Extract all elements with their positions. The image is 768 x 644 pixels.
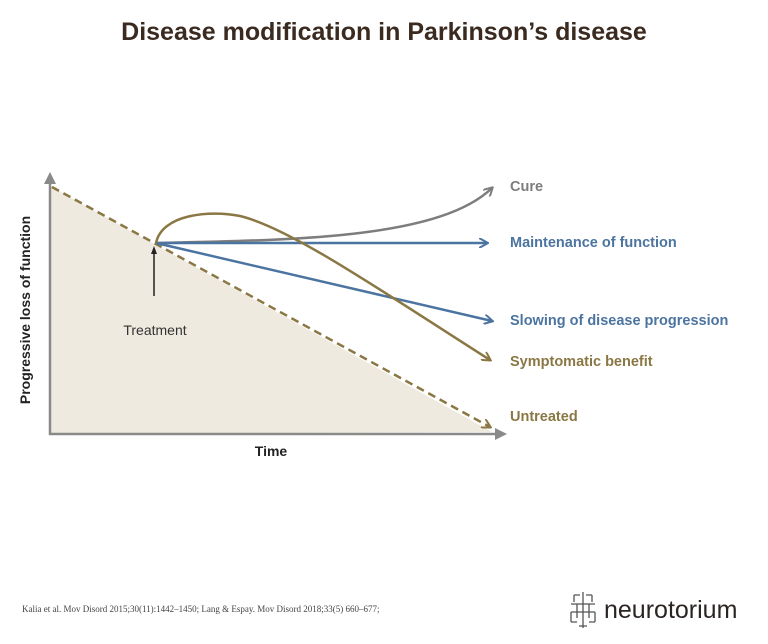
label-untreated: Untreated (510, 409, 578, 425)
curve-cure (155, 188, 492, 245)
neuron-grid-icon (570, 592, 596, 628)
curve-untreated (51, 185, 490, 427)
curve-slowing (155, 241, 492, 321)
untreated-area (50, 186, 492, 434)
x-axis-arrowhead (495, 428, 507, 440)
page-title: Disease modification in Parkinson’s dise… (121, 18, 647, 46)
label-maintenance: Maintenance of function (510, 235, 677, 251)
label-cure: Cure (510, 179, 544, 195)
logo-text: neurotorium (604, 595, 738, 624)
x-axis-label: Time (255, 443, 288, 459)
y-axis-label: Progressive loss of function (17, 216, 33, 404)
treatment-label: Treatment (123, 322, 186, 338)
treatment-arrowhead (151, 246, 157, 254)
y-axis-arrowhead (44, 172, 56, 184)
curve-symptomatic (154, 212, 490, 360)
label-symptomatic: Symptomatic benefit (510, 354, 653, 370)
label-slowing: Slowing of disease progression (510, 313, 729, 329)
citation: Kalia et al. Mov Disord 2015;30(11):1442… (22, 604, 380, 614)
logo: neurotorium (568, 592, 737, 628)
